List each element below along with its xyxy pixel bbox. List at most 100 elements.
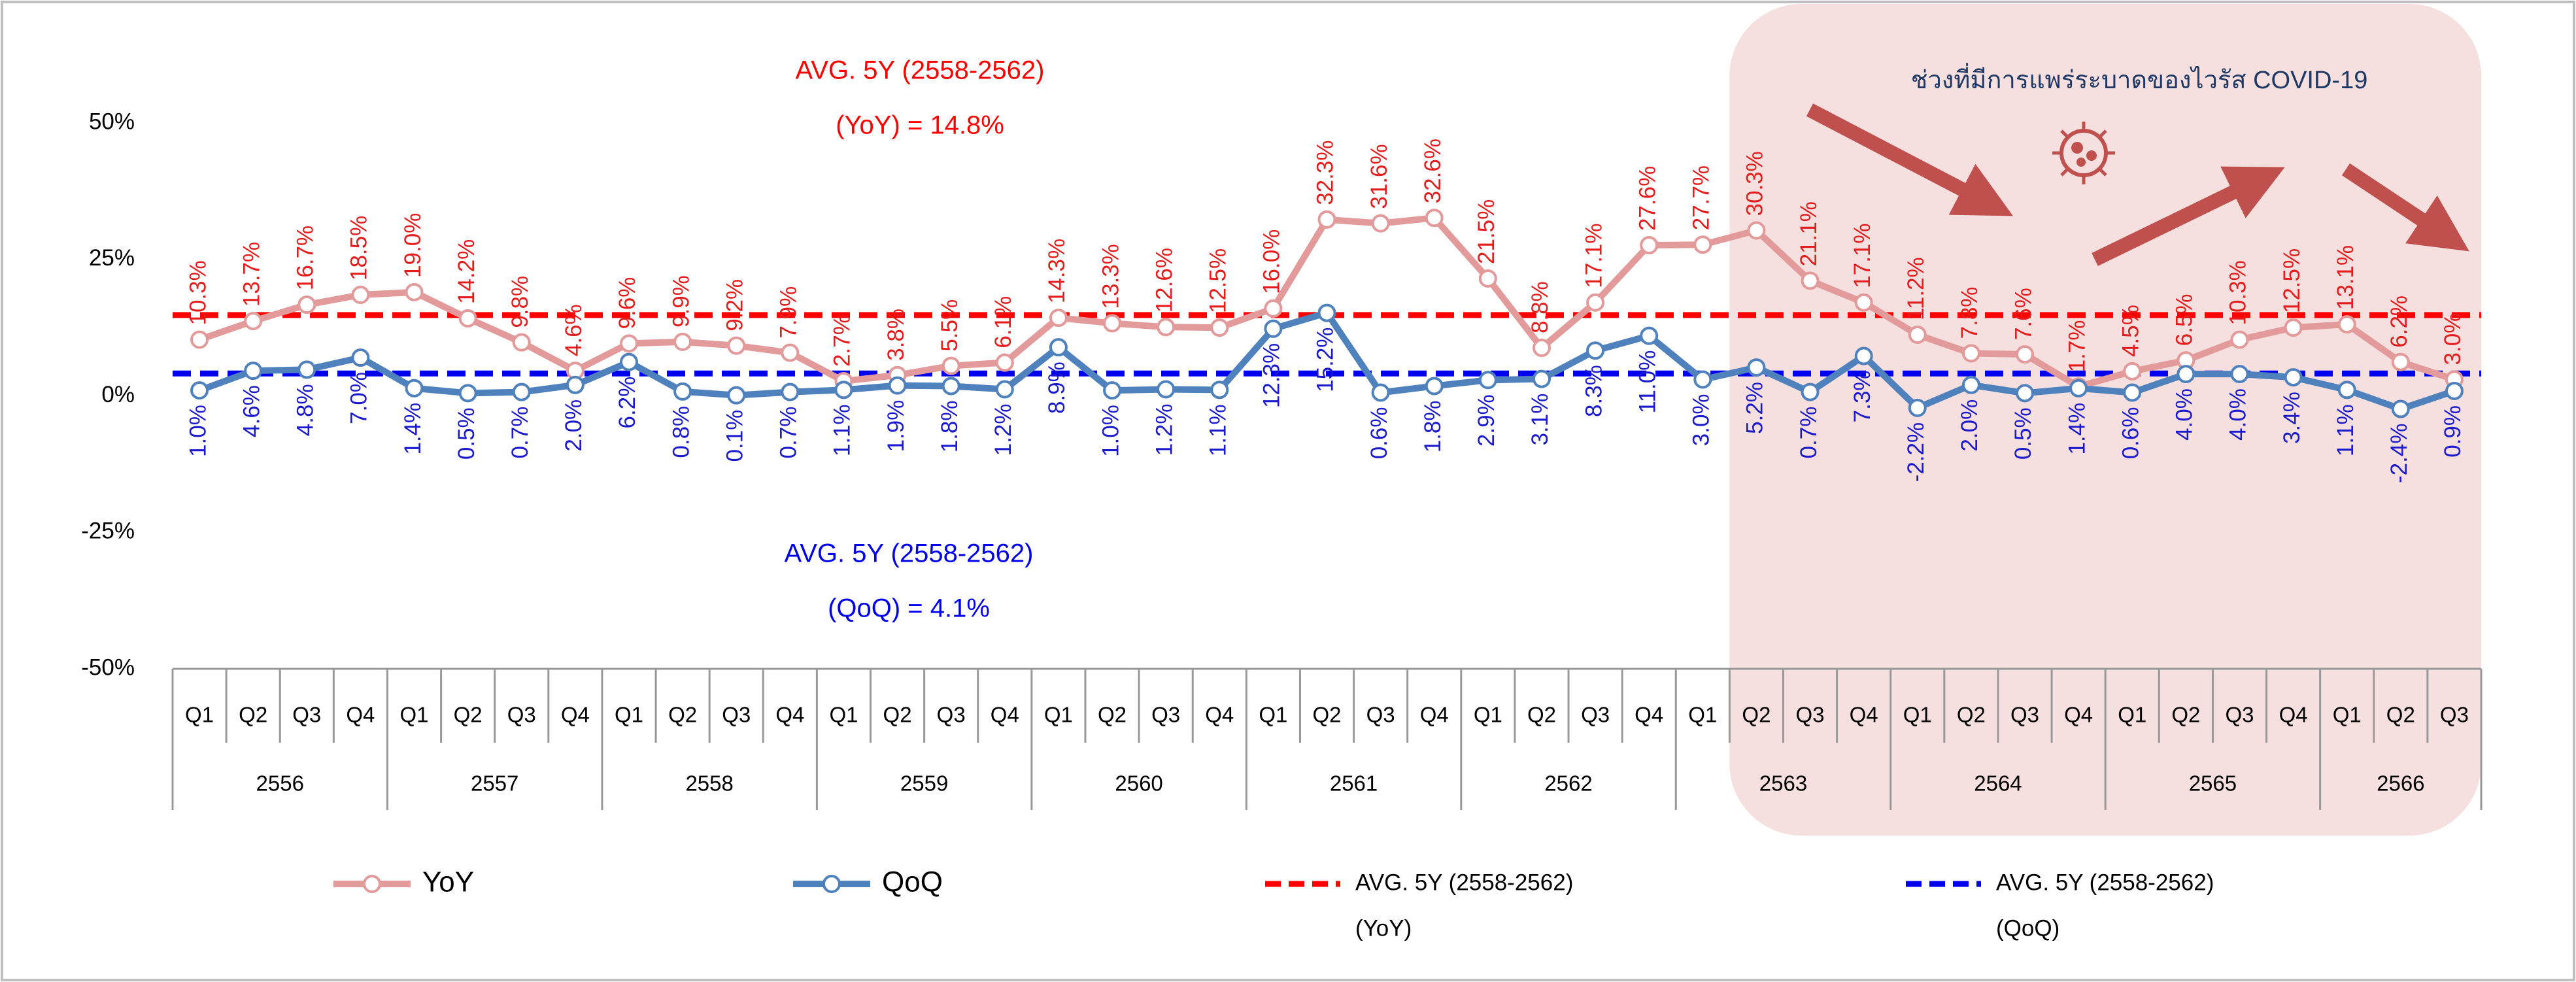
point [297,296,316,314]
x-tick-label: Q3 [1581,703,1610,727]
year-label: 2562 [1544,771,1592,796]
point [244,362,263,381]
x-tick-label: Q3 [722,703,751,727]
x-tick-label: Q4 [775,703,804,727]
data-label: 1.0% [1098,405,1123,457]
point [351,286,370,305]
x-tick-label: Q1 [1903,703,1932,727]
year-label: 2559 [900,771,948,796]
data-label: 2.7% [830,314,855,367]
x-tick-label: Q4 [1635,703,1663,727]
x-tick-label: Q2 [668,703,697,727]
data-label: 13.1% [2333,245,2358,310]
point [2391,352,2410,371]
point [405,379,424,398]
x-tick-label: Q1 [2118,703,2146,727]
data-label: 13.3% [1098,244,1123,309]
x-tick-label: Q2 [1742,703,1771,727]
data-label: 4.6% [239,385,264,437]
x-tick-label: Q3 [292,703,321,727]
point [2230,330,2249,349]
data-label: 32.3% [1313,141,1338,205]
x-tick-label: Q1 [2333,703,2362,727]
data-label: 3.1% [1527,394,1553,446]
data-label: 1.1% [2333,404,2358,456]
point [2337,381,2356,399]
data-label: 7.9% [776,286,802,339]
data-label: 6.1% [991,296,1016,348]
point [1103,381,1122,400]
data-label: 0.9% [2440,405,2466,458]
point [1586,341,1605,360]
data-label: 3.4% [2279,392,2305,444]
point [1425,209,1444,228]
data-label: 5.2% [1742,382,1768,434]
point [458,384,477,403]
point [2230,365,2249,384]
data-label: 5.5% [937,299,962,352]
x-tick-label: Q2 [1312,703,1341,727]
y-tick-label: 25% [89,245,135,271]
data-label: 4.8% [293,384,318,436]
data-label: 3.8% [883,309,909,361]
arrows [1806,103,2469,266]
data-label: 7.0% [347,372,372,424]
y-tick-label: 50% [89,109,135,134]
data-label: 12.5% [2279,248,2305,313]
point [727,386,746,405]
data-label: 2.0% [561,399,586,452]
point [297,360,316,379]
x-tick-label: Q2 [239,703,267,727]
x-tick-label: Q4 [2064,703,2093,727]
y-tick-label: 0% [101,382,135,407]
arrow [2092,166,2285,266]
x-tick-label: Q1 [1259,703,1287,727]
data-label: 9.9% [668,275,694,328]
point [1103,314,1122,333]
x-tick-label: Q3 [1151,703,1180,727]
data-label: 9.6% [615,277,640,330]
point [1264,319,1283,338]
data-label: 16.0% [1259,229,1285,294]
x-tick-label: Q3 [2225,703,2254,727]
x-tick-label: Q1 [829,703,858,727]
data-label: -2.2% [1903,422,1929,482]
arrow [1806,103,2014,216]
data-label: 32.6% [1420,139,1446,203]
annotation: (QoQ) = 4.1% [828,594,990,623]
data-label: 0.7% [776,407,802,459]
data-label: -2.4% [2386,424,2412,483]
y-tick-label: -25% [81,518,135,544]
highlight-region [1729,4,2481,836]
virus-icon [2052,122,2115,184]
x-tick-label: Q2 [1527,703,1556,727]
data-label: 0.6% [2118,407,2143,459]
data-label: 12.6% [1151,248,1177,313]
legend-label: YoY [422,866,474,898]
data-label: 1.8% [937,400,962,452]
point [1478,269,1497,288]
point [2177,365,2195,384]
point [941,377,960,396]
point [512,333,531,352]
point [727,336,746,355]
data-label: 6.2% [2386,296,2412,348]
highlight-text: ช่วงที่มีการแพร่ระบาดของไวรัส COVID-19 [1911,63,2368,94]
data-label: 9.2% [722,279,747,331]
point [1478,371,1497,390]
point [1264,299,1283,318]
point [995,380,1014,399]
data-label: 16.7% [293,226,318,290]
data-label: 1.4% [400,403,426,455]
data-label: 3.0% [2440,313,2466,365]
point [1961,375,1980,394]
legend-label: (YoY) [1355,915,1412,941]
data-label: 6.2% [615,377,640,429]
data-label: 4.0% [2172,388,2197,441]
point [512,382,531,401]
point [2284,368,2303,387]
legend-marker [822,875,841,893]
data-label: 21.1% [1796,201,1822,266]
point [244,312,263,331]
data-label: 8.8% [1527,281,1553,333]
